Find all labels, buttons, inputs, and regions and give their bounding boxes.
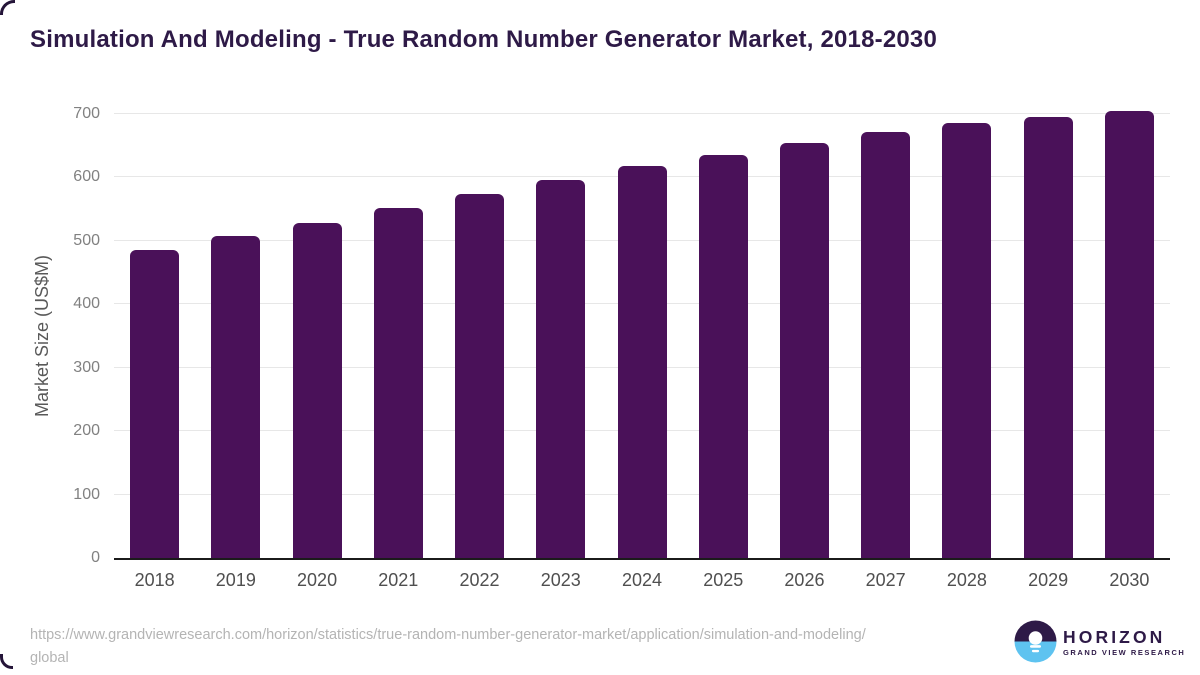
bar-2026 — [779, 142, 829, 558]
bar-2027 — [861, 132, 911, 558]
logo-text-block: HORIZON GRAND VIEW RESEARCH — [1063, 626, 1185, 657]
logo-tagline: GRAND VIEW RESEARCH — [1063, 648, 1186, 657]
bar-2024 — [617, 166, 667, 558]
x-tick-label-2026: 2026 — [784, 570, 825, 590]
horizon-sun-icon — [1014, 620, 1057, 663]
bar-2029 — [1023, 116, 1073, 558]
bar-2022 — [455, 193, 505, 558]
y-tick-label-700: 700 — [73, 105, 100, 122]
y-tick-label-600: 600 — [73, 168, 100, 186]
bar-2021 — [373, 207, 423, 558]
x-tick-label-2023: 2023 — [540, 570, 581, 590]
y-tick-label-200: 200 — [73, 422, 100, 440]
bar-2028 — [942, 122, 992, 558]
y-tick-label-300: 300 — [73, 358, 100, 376]
x-tick-label-2021: 2021 — [378, 570, 419, 590]
logo-wordmark: HORIZON — [1063, 627, 1166, 647]
y-tick-label-100: 100 — [73, 485, 100, 503]
source-url: https://www.grandviewresearch.com/horizo… — [30, 624, 990, 670]
source-url-line-2: global — [30, 650, 69, 666]
x-tick-label-2030: 2030 — [1109, 570, 1150, 590]
bar-2020 — [292, 222, 342, 558]
x-tick-label-2018: 2018 — [134, 570, 175, 590]
bar-2018 — [130, 250, 180, 558]
bar-2019 — [211, 235, 261, 558]
x-tick-label-2029: 2029 — [1028, 570, 1069, 590]
chart-wrapper: Market Size (US$M) 0 100 200 300 400 500 600 70… — [0, 105, 1200, 590]
plot-area — [114, 110, 1170, 560]
x-tick-label-2022: 2022 — [459, 570, 500, 590]
source-url-line-1: https://www.grandviewresearch.com/horizo… — [30, 627, 866, 643]
x-tick-label-2019: 2019 — [215, 570, 256, 590]
y-tick-label-400: 400 — [73, 295, 100, 313]
gridline-700 — [114, 113, 1170, 114]
x-tick-label-2020: 2020 — [297, 570, 338, 590]
corner-border-artifact-top-left — [0, 0, 15, 15]
corner-border-artifact-bottom-left — [0, 654, 13, 669]
x-tick-label-2028: 2028 — [946, 570, 987, 590]
bar-2023 — [536, 180, 586, 558]
y-tick-label-500: 500 — [73, 231, 100, 249]
bar-2025 — [698, 154, 748, 558]
x-tick-label-2027: 2027 — [865, 570, 906, 590]
x-tick-label-2025: 2025 — [703, 570, 744, 590]
chart-title: Simulation And Modeling - True Random Nu… — [30, 26, 938, 53]
horizon-logo: HORIZON GRAND VIEW RESEARCH — [1014, 620, 1185, 663]
y-tick-label-0: 0 — [91, 549, 100, 566]
x-tick-label-2024: 2024 — [621, 570, 662, 590]
bar-2030 — [1104, 110, 1154, 558]
